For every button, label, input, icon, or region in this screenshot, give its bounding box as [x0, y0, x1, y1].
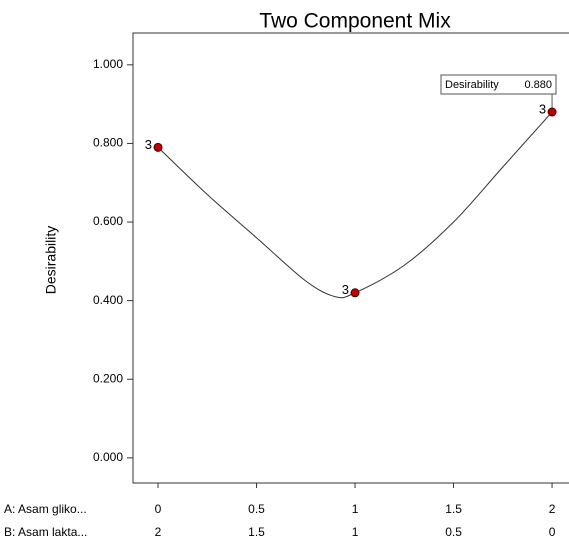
curve — [157, 111, 553, 299]
y-axis-label: Desirability — [43, 226, 59, 294]
point-label: 3 — [342, 282, 349, 297]
flag-value: 0.880 — [524, 79, 552, 91]
x2-axis-label: B: Asam lakta... — [4, 525, 87, 539]
x-tick-label: 0 — [155, 502, 162, 516]
flag-box — [440, 74, 557, 95]
x2-tick-label: 1 — [352, 525, 359, 539]
x-tick-label: 1.5 — [445, 502, 462, 516]
y-tick-label: 1.000 — [93, 57, 123, 71]
plot-area — [132, 32, 569, 484]
x-tick-label: 0.5 — [248, 502, 265, 516]
x2-tick-label: 0.5 — [445, 525, 462, 539]
point-label: 3 — [145, 137, 152, 152]
chart-title: Two Component Mix — [259, 10, 451, 33]
y-tick-label: 0.000 — [93, 450, 123, 464]
design-point — [350, 288, 360, 298]
x-tick-label: 1 — [352, 502, 359, 516]
x-tick-label: 2 — [549, 502, 556, 516]
y-tick-label: 0.400 — [93, 293, 123, 307]
design-point — [153, 142, 163, 152]
x-axis-label: A: Asam gliko... — [4, 502, 87, 516]
x2-tick-label: 0 — [549, 525, 556, 539]
y-tick-label: 0.600 — [93, 214, 123, 228]
point-label: 3 — [539, 101, 546, 116]
y-tick-label: 0.200 — [93, 371, 123, 385]
x2-tick-label: 1.5 — [248, 525, 265, 539]
x2-tick-label: 2 — [155, 525, 162, 539]
y-tick-label: 0.800 — [93, 136, 123, 150]
flag-text: Desirability — [445, 79, 499, 91]
design-point — [547, 107, 557, 117]
